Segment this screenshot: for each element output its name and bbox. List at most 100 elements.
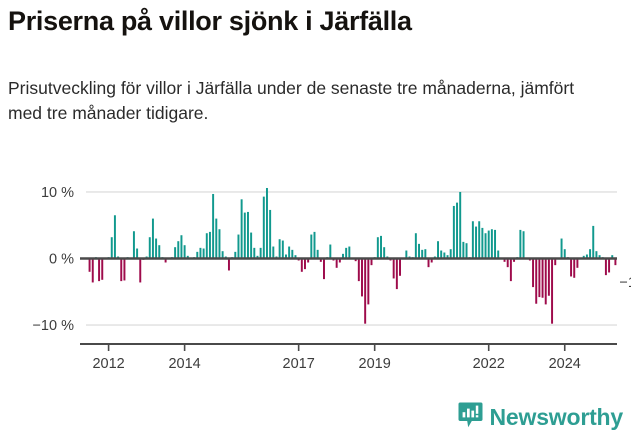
chart-gridlines bbox=[86, 191, 617, 326]
chart-bar bbox=[544, 258, 547, 305]
chart-bar bbox=[481, 227, 484, 259]
chart-bar bbox=[183, 245, 186, 259]
chart-bar bbox=[316, 249, 319, 259]
chart-bar bbox=[278, 239, 281, 259]
logo-wordmark: Newsworthy bbox=[489, 404, 624, 430]
bar-chart: 10 % 0 % −10 % 2012 2014 2017 2019 2022 2024 −1… bbox=[32, 185, 631, 372]
chart-bar bbox=[237, 234, 240, 259]
chart-bar bbox=[272, 246, 275, 259]
chart-bar bbox=[582, 255, 585, 259]
chart-bar bbox=[155, 238, 158, 259]
chart-bar bbox=[259, 247, 262, 259]
page-title: Priserna på villor sjönk i Järfälla bbox=[8, 6, 412, 36]
chart-bar bbox=[376, 237, 379, 259]
chart-bar bbox=[110, 237, 113, 259]
chart-bar bbox=[608, 258, 611, 273]
chart-bar bbox=[414, 233, 417, 259]
chart-bar bbox=[604, 258, 607, 276]
chart-bar bbox=[421, 249, 424, 259]
chart-bar bbox=[513, 258, 516, 262]
chart-bar bbox=[494, 229, 497, 259]
chart-bar bbox=[563, 249, 566, 259]
last-value-annotation: −1 % bbox=[619, 275, 631, 291]
y-axis-tick-label: −10 % bbox=[32, 318, 74, 334]
chart-bar bbox=[430, 258, 433, 263]
chart-bar bbox=[234, 251, 237, 259]
chart-bar bbox=[503, 258, 506, 262]
chart-bars bbox=[88, 187, 617, 324]
chart-bar bbox=[205, 233, 208, 259]
chart-bar bbox=[551, 258, 554, 324]
chart-bar bbox=[443, 252, 446, 259]
chart-bar bbox=[180, 235, 183, 259]
chart-bar bbox=[123, 258, 126, 281]
chart-bar bbox=[357, 258, 360, 282]
chart-bar bbox=[490, 229, 493, 259]
chart-bar bbox=[269, 209, 272, 259]
chart-bar bbox=[598, 255, 601, 259]
chart-bar bbox=[281, 240, 284, 259]
chart-bar bbox=[487, 230, 490, 259]
chart-bar bbox=[519, 229, 522, 259]
chart-bar bbox=[136, 248, 139, 259]
chart-bar bbox=[573, 258, 576, 278]
bar-chart-speech-bubble-icon bbox=[458, 402, 483, 433]
x-axis-tick-label: 2022 bbox=[473, 356, 505, 372]
chart-bar bbox=[538, 258, 541, 298]
chart-bar bbox=[300, 258, 303, 272]
chart-bar bbox=[497, 250, 500, 259]
chart-bar bbox=[186, 255, 189, 259]
chart-bar bbox=[361, 258, 363, 297]
chart-bar bbox=[338, 258, 341, 263]
chart-bar bbox=[367, 258, 370, 305]
chart-bar bbox=[589, 249, 592, 259]
chart-bar bbox=[250, 232, 253, 259]
chart-bar bbox=[595, 251, 598, 259]
chart-bar bbox=[265, 187, 268, 259]
chart-bar bbox=[424, 249, 427, 259]
chart-bar bbox=[288, 246, 291, 259]
chart-bar bbox=[313, 231, 316, 259]
chart-bar bbox=[399, 258, 401, 276]
chart-bar bbox=[560, 238, 563, 259]
chart-bar bbox=[405, 250, 408, 259]
chart-bar bbox=[585, 254, 588, 259]
chart-bar bbox=[196, 251, 199, 259]
chart-bar bbox=[253, 247, 256, 259]
chart-bar bbox=[291, 249, 294, 259]
chart-bar bbox=[395, 258, 398, 290]
chart-bar bbox=[592, 225, 595, 259]
chart-bar bbox=[177, 241, 180, 259]
chart-bar bbox=[437, 241, 439, 259]
chart-bar bbox=[256, 255, 259, 259]
x-axis-tick-label: 2019 bbox=[359, 356, 391, 372]
chart-bar bbox=[262, 196, 265, 259]
x-axis-tick-label: 2014 bbox=[168, 356, 200, 372]
newsworthy-logo[interactable]: Newsworthy bbox=[458, 402, 623, 433]
chart-bar bbox=[164, 258, 167, 263]
chart-bar bbox=[240, 199, 243, 259]
chart-bar bbox=[91, 258, 94, 283]
chart-bar bbox=[370, 258, 373, 266]
chart-bar bbox=[323, 258, 325, 280]
chart-bar bbox=[148, 237, 151, 259]
chart-bar bbox=[465, 243, 468, 259]
chart-bar bbox=[478, 221, 481, 259]
chart-bar bbox=[484, 233, 487, 259]
chart-bar bbox=[246, 211, 249, 259]
chart-bar bbox=[151, 218, 154, 259]
x-axis-tick-label: 2024 bbox=[549, 356, 581, 372]
chart-bar bbox=[506, 258, 509, 268]
chart-bar bbox=[307, 258, 310, 263]
chart-bar bbox=[208, 231, 211, 259]
chart-bar bbox=[364, 258, 367, 324]
chart-bar bbox=[218, 229, 221, 259]
chart-container: 10 % 0 % −10 % 2012 2014 2017 2019 2022 2024 −1… bbox=[0, 160, 631, 375]
chart-bar bbox=[88, 258, 91, 272]
chart-bar bbox=[329, 244, 332, 259]
chart-bar bbox=[342, 253, 344, 259]
chart-bar bbox=[199, 247, 202, 259]
chart-bar bbox=[452, 205, 455, 259]
chart-bar bbox=[456, 202, 459, 259]
